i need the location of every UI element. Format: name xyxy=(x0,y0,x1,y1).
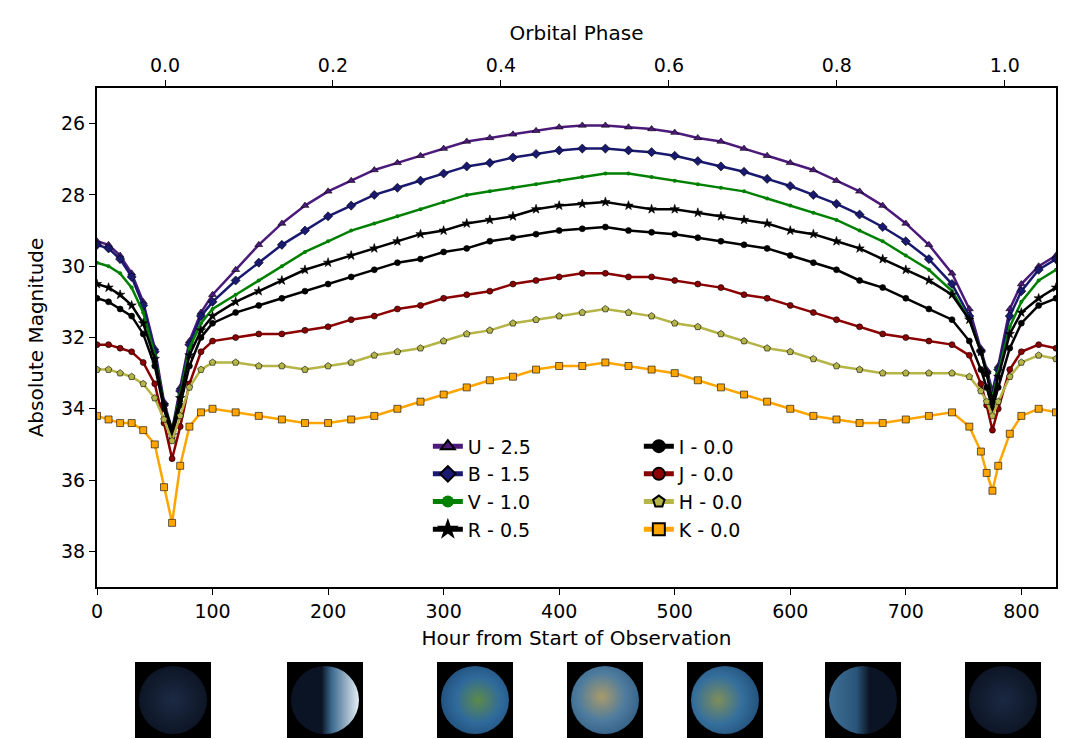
svg-text:0.8: 0.8 xyxy=(822,54,852,76)
svg-text:Absolute Magnitude: Absolute Magnitude xyxy=(24,238,48,438)
svg-text:R - 0.5: R - 0.5 xyxy=(468,519,530,541)
svg-text:0.2: 0.2 xyxy=(318,54,348,76)
svg-text:I - 0.0: I - 0.0 xyxy=(679,436,734,458)
svg-text:400: 400 xyxy=(541,600,577,622)
svg-text:800: 800 xyxy=(1003,600,1039,622)
svg-text:32: 32 xyxy=(61,326,85,348)
svg-text:200: 200 xyxy=(310,600,346,622)
svg-text:0.0: 0.0 xyxy=(150,54,180,76)
svg-text:B - 1.5: B - 1.5 xyxy=(468,463,530,485)
svg-text:28: 28 xyxy=(61,184,85,206)
svg-text:700: 700 xyxy=(888,600,924,622)
svg-text:26: 26 xyxy=(61,112,85,134)
svg-text:500: 500 xyxy=(657,600,693,622)
svg-text:H - 0.0: H - 0.0 xyxy=(679,491,742,513)
svg-text:Hour from Start of Observation: Hour from Start of Observation xyxy=(421,626,731,650)
svg-text:U - 2.5: U - 2.5 xyxy=(468,436,531,458)
svg-text:38: 38 xyxy=(61,540,85,562)
svg-text:Orbital Phase: Orbital Phase xyxy=(510,21,644,45)
svg-text:100: 100 xyxy=(194,600,230,622)
svg-text:1.0: 1.0 xyxy=(990,54,1020,76)
svg-text:600: 600 xyxy=(772,600,808,622)
svg-text:300: 300 xyxy=(425,600,461,622)
svg-text:34: 34 xyxy=(61,397,85,419)
svg-text:0.6: 0.6 xyxy=(654,54,684,76)
svg-text:0.4: 0.4 xyxy=(486,54,516,76)
svg-text:K - 0.0: K - 0.0 xyxy=(679,519,741,541)
svg-text:0: 0 xyxy=(91,600,103,622)
svg-text:30: 30 xyxy=(61,255,85,277)
svg-text:V - 1.0: V - 1.0 xyxy=(468,491,530,513)
svg-text:J - 0.0: J - 0.0 xyxy=(678,463,734,485)
svg-text:36: 36 xyxy=(61,469,85,491)
